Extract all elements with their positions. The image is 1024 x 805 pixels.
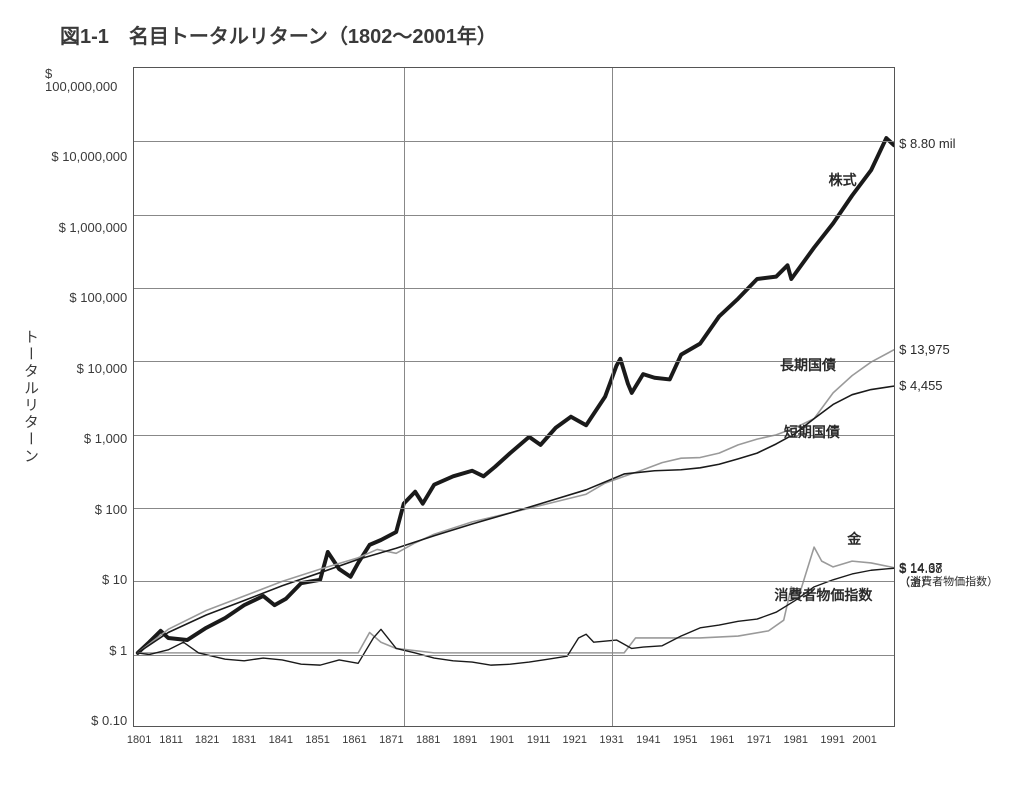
x-tick-label: 1991 (820, 734, 844, 746)
gridline-horizontal (134, 435, 894, 436)
y-tick-label: $ 10,000 (77, 362, 128, 375)
series-label-short_bonds: 短期国債 (784, 422, 840, 442)
y-tick-label: $ 10,000,000 (51, 150, 127, 163)
x-tick-label: 1821 (195, 734, 219, 746)
gridline-horizontal (134, 215, 894, 216)
x-tick-label: 1871 (379, 734, 403, 746)
y-axis-ticks: $ 100,000,000 $ 10,000,000 $ 1,000,000 $ 10… (45, 67, 133, 727)
chart-container: 図1-1 名目トータルリターン（1802～2001年） トータルリターン $ 1… (20, 20, 1004, 785)
gridline-horizontal (134, 655, 894, 656)
y-tick-label: $ 100,000,000 (45, 67, 127, 93)
x-tick-label: 1901 (490, 734, 514, 746)
gridline-horizontal (134, 508, 894, 509)
x-tick-label: 1951 (673, 734, 697, 746)
x-tick-label: 1941 (636, 734, 660, 746)
x-tick-label: 1851 (305, 734, 329, 746)
series-label-gold: 金 (847, 529, 861, 549)
series-label-stocks: 株式 (829, 170, 857, 190)
plot-area: 1801181118211831184118511861187118811891… (133, 67, 895, 727)
x-tick-label: 2001 (852, 734, 876, 746)
x-tick-label: 1861 (342, 734, 366, 746)
x-tick-label: 1971 (747, 734, 771, 746)
y-tick-label: $ 1 (109, 644, 127, 657)
x-tick-label: 1801 (127, 734, 151, 746)
x-tick-label: 1981 (784, 734, 808, 746)
x-tick-label: 1811 (159, 734, 183, 746)
y-tick-label: $ 100,000 (69, 291, 127, 304)
x-tick-label: 1831 (232, 734, 256, 746)
x-axis-ticks: 1801181118211831184118511861187118811891… (134, 734, 894, 746)
y-tick-label: $ 1,000 (84, 432, 127, 445)
y-axis-title: トータルリターン (20, 329, 41, 465)
end-label-short_bonds: $ 4,455 (899, 378, 942, 394)
y-tick-label: $ 0.10 (91, 714, 127, 727)
gridline-vertical (612, 68, 613, 726)
x-tick-label: 1961 (710, 734, 734, 746)
chart-svg (134, 68, 894, 726)
series-label-cpi: 消費者物価指数 (774, 585, 872, 605)
series-line-short_bonds (138, 386, 894, 653)
end-label-stocks: $ 8.80 mil (899, 136, 955, 152)
gridline-horizontal (134, 141, 894, 142)
end-label-long_bonds: $ 13,975 (899, 342, 950, 358)
plot-wrapper: トータルリターン $ 100,000,000 $ 10,000,000 $ 1,00… (20, 67, 1004, 727)
y-tick-label: $ 100 (95, 503, 128, 516)
end-labels-column: $ 8.80 mil$ 13,975$ 4,455$ 14.67（消費者物価指数… (895, 67, 1004, 727)
y-tick-label: $ 1,000,000 (59, 221, 128, 234)
chart-title: 図1-1 名目トータルリターン（1802～2001年） (60, 20, 1004, 49)
x-tick-label: 1841 (269, 734, 293, 746)
end-label-cpi: $ 14.38（金） (899, 561, 942, 591)
series-label-long_bonds: 長期国債 (780, 355, 836, 375)
gridline-horizontal (134, 288, 894, 289)
series-line-cpi (138, 568, 894, 665)
x-tick-label: 1931 (599, 734, 623, 746)
x-tick-label: 1881 (416, 734, 440, 746)
y-tick-label: $ 10 (102, 573, 127, 586)
x-tick-label: 1891 (453, 734, 477, 746)
x-tick-label: 1921 (562, 734, 586, 746)
x-tick-label: 1911 (527, 734, 551, 746)
gridline-horizontal (134, 581, 894, 582)
series-line-long_bonds (138, 350, 894, 653)
gridline-vertical (404, 68, 405, 726)
